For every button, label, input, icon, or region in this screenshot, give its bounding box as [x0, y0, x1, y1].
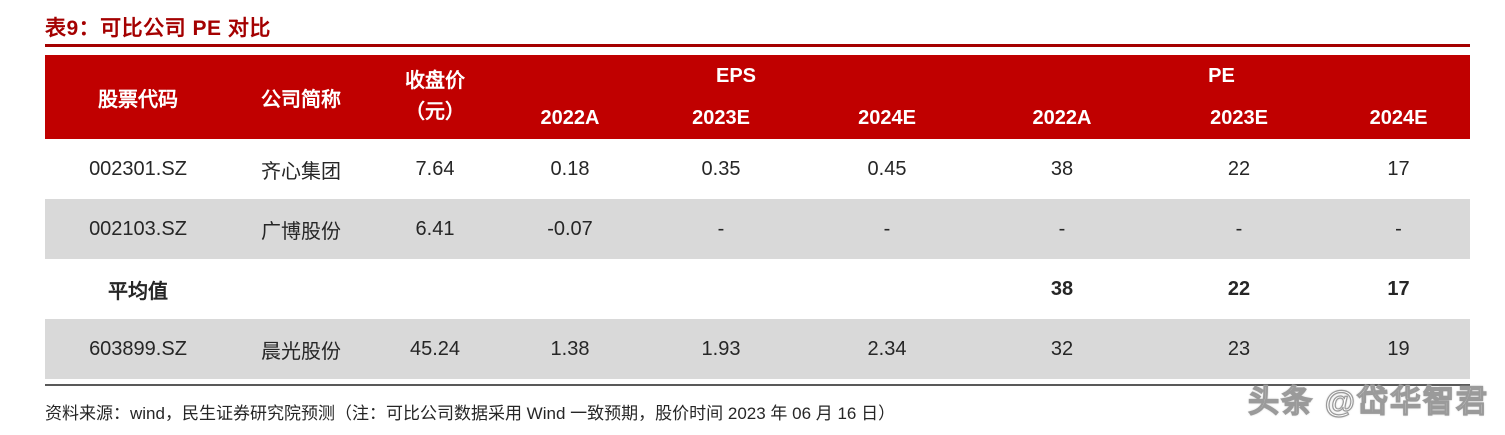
- table-cell: 002103.SZ: [45, 199, 231, 259]
- table-cell: 广博股份: [231, 199, 371, 259]
- table-body: 002301.SZ 齐心集团 7.64 0.18 0.35 0.45 38 22…: [45, 139, 1471, 379]
- table-row-guangbo: 002103.SZ 广博股份 6.41 -0.07 - - - - -: [45, 199, 1471, 259]
- table-cell: 7.64: [371, 139, 499, 199]
- table-bottom-divider: [45, 384, 1470, 386]
- source-note: 资料来源：wind，民生证券研究院预测（注：可比公司数据采用 Wind 一致预期…: [45, 404, 896, 423]
- table-cell: 平均值: [45, 259, 231, 319]
- header-pe-2023e: 2023E: [1151, 97, 1327, 139]
- table-cell: 603899.SZ: [45, 319, 231, 379]
- table-cell: [231, 259, 371, 319]
- table-cell: -: [801, 199, 973, 259]
- table-cell: 0.18: [499, 139, 641, 199]
- table-cell: 45.24: [371, 319, 499, 379]
- header-pe-group: PE: [973, 55, 1471, 97]
- header-pe-2022a: 2022A: [973, 97, 1151, 139]
- table-cell: 22: [1151, 259, 1327, 319]
- table-row-average: 平均值 38 22 17: [45, 259, 1471, 319]
- header-eps-2023e: 2023E: [641, 97, 801, 139]
- table-cell: 38: [973, 259, 1151, 319]
- table-row-chenguang: 603899.SZ 晨光股份 45.24 1.38 1.93 2.34 32 2…: [45, 319, 1471, 379]
- table-cell: [801, 259, 973, 319]
- table-cell: -: [641, 199, 801, 259]
- header-close-price: 收盘价 （元）: [371, 55, 499, 139]
- table-cell: 齐心集团: [231, 139, 371, 199]
- table-cell: [641, 259, 801, 319]
- header-row-groups: 股票代码 公司简称 收盘价 （元） EPS PE: [45, 55, 1471, 139]
- table-cell: 23: [1151, 319, 1327, 379]
- header-stock-code: 股票代码: [45, 55, 231, 139]
- header-pe-2024e: 2024E: [1327, 97, 1471, 139]
- table-row-qixin: 002301.SZ 齐心集团 7.64 0.18 0.35 0.45 38 22…: [45, 139, 1471, 199]
- page-title: 表9：可比公司 PE 对比: [45, 17, 271, 40]
- table-cell: 2.34: [801, 319, 973, 379]
- table-cell: [371, 259, 499, 319]
- table-cell: 0.45: [801, 139, 973, 199]
- table-cell: -0.07: [499, 199, 641, 259]
- table-cell: 002301.SZ: [45, 139, 231, 199]
- table-cell: [499, 259, 641, 319]
- table-header: 股票代码 公司简称 收盘价 （元） EPS PE 2022A 2023E 202…: [45, 55, 1471, 139]
- title-divider: [45, 44, 1470, 47]
- table-cell: 6.41: [371, 199, 499, 259]
- table-cell: 0.35: [641, 139, 801, 199]
- table-cell: 38: [973, 139, 1151, 199]
- table-cell: 1.93: [641, 319, 801, 379]
- table-cell: 32: [973, 319, 1151, 379]
- pe-comparison-table: 股票代码 公司简称 收盘价 （元） EPS PE 2022A 2023E 202…: [45, 55, 1471, 379]
- table-cell: 1.38: [499, 319, 641, 379]
- table-cell: 22: [1151, 139, 1327, 199]
- header-row-years: 2022A 2023E 2024E 2022A 2023E 2024E: [45, 97, 1471, 139]
- header-eps-2024e: 2024E: [801, 97, 973, 139]
- table-cell: -: [1327, 199, 1471, 259]
- header-company: 公司简称: [231, 55, 371, 139]
- table-cell: 17: [1327, 259, 1471, 319]
- header-eps-2022a: 2022A: [499, 97, 641, 139]
- table-cell: -: [1151, 199, 1327, 259]
- table-cell: 19: [1327, 319, 1471, 379]
- header-close-price-line2: （元）: [405, 101, 465, 123]
- table-cell: 晨光股份: [231, 319, 371, 379]
- table-cell: 17: [1327, 139, 1471, 199]
- header-eps-group: EPS: [499, 55, 973, 97]
- table-cell: -: [973, 199, 1151, 259]
- header-close-price-line1: 收盘价: [405, 70, 465, 92]
- watermark: 头条 @岱华智君: [1248, 383, 1489, 419]
